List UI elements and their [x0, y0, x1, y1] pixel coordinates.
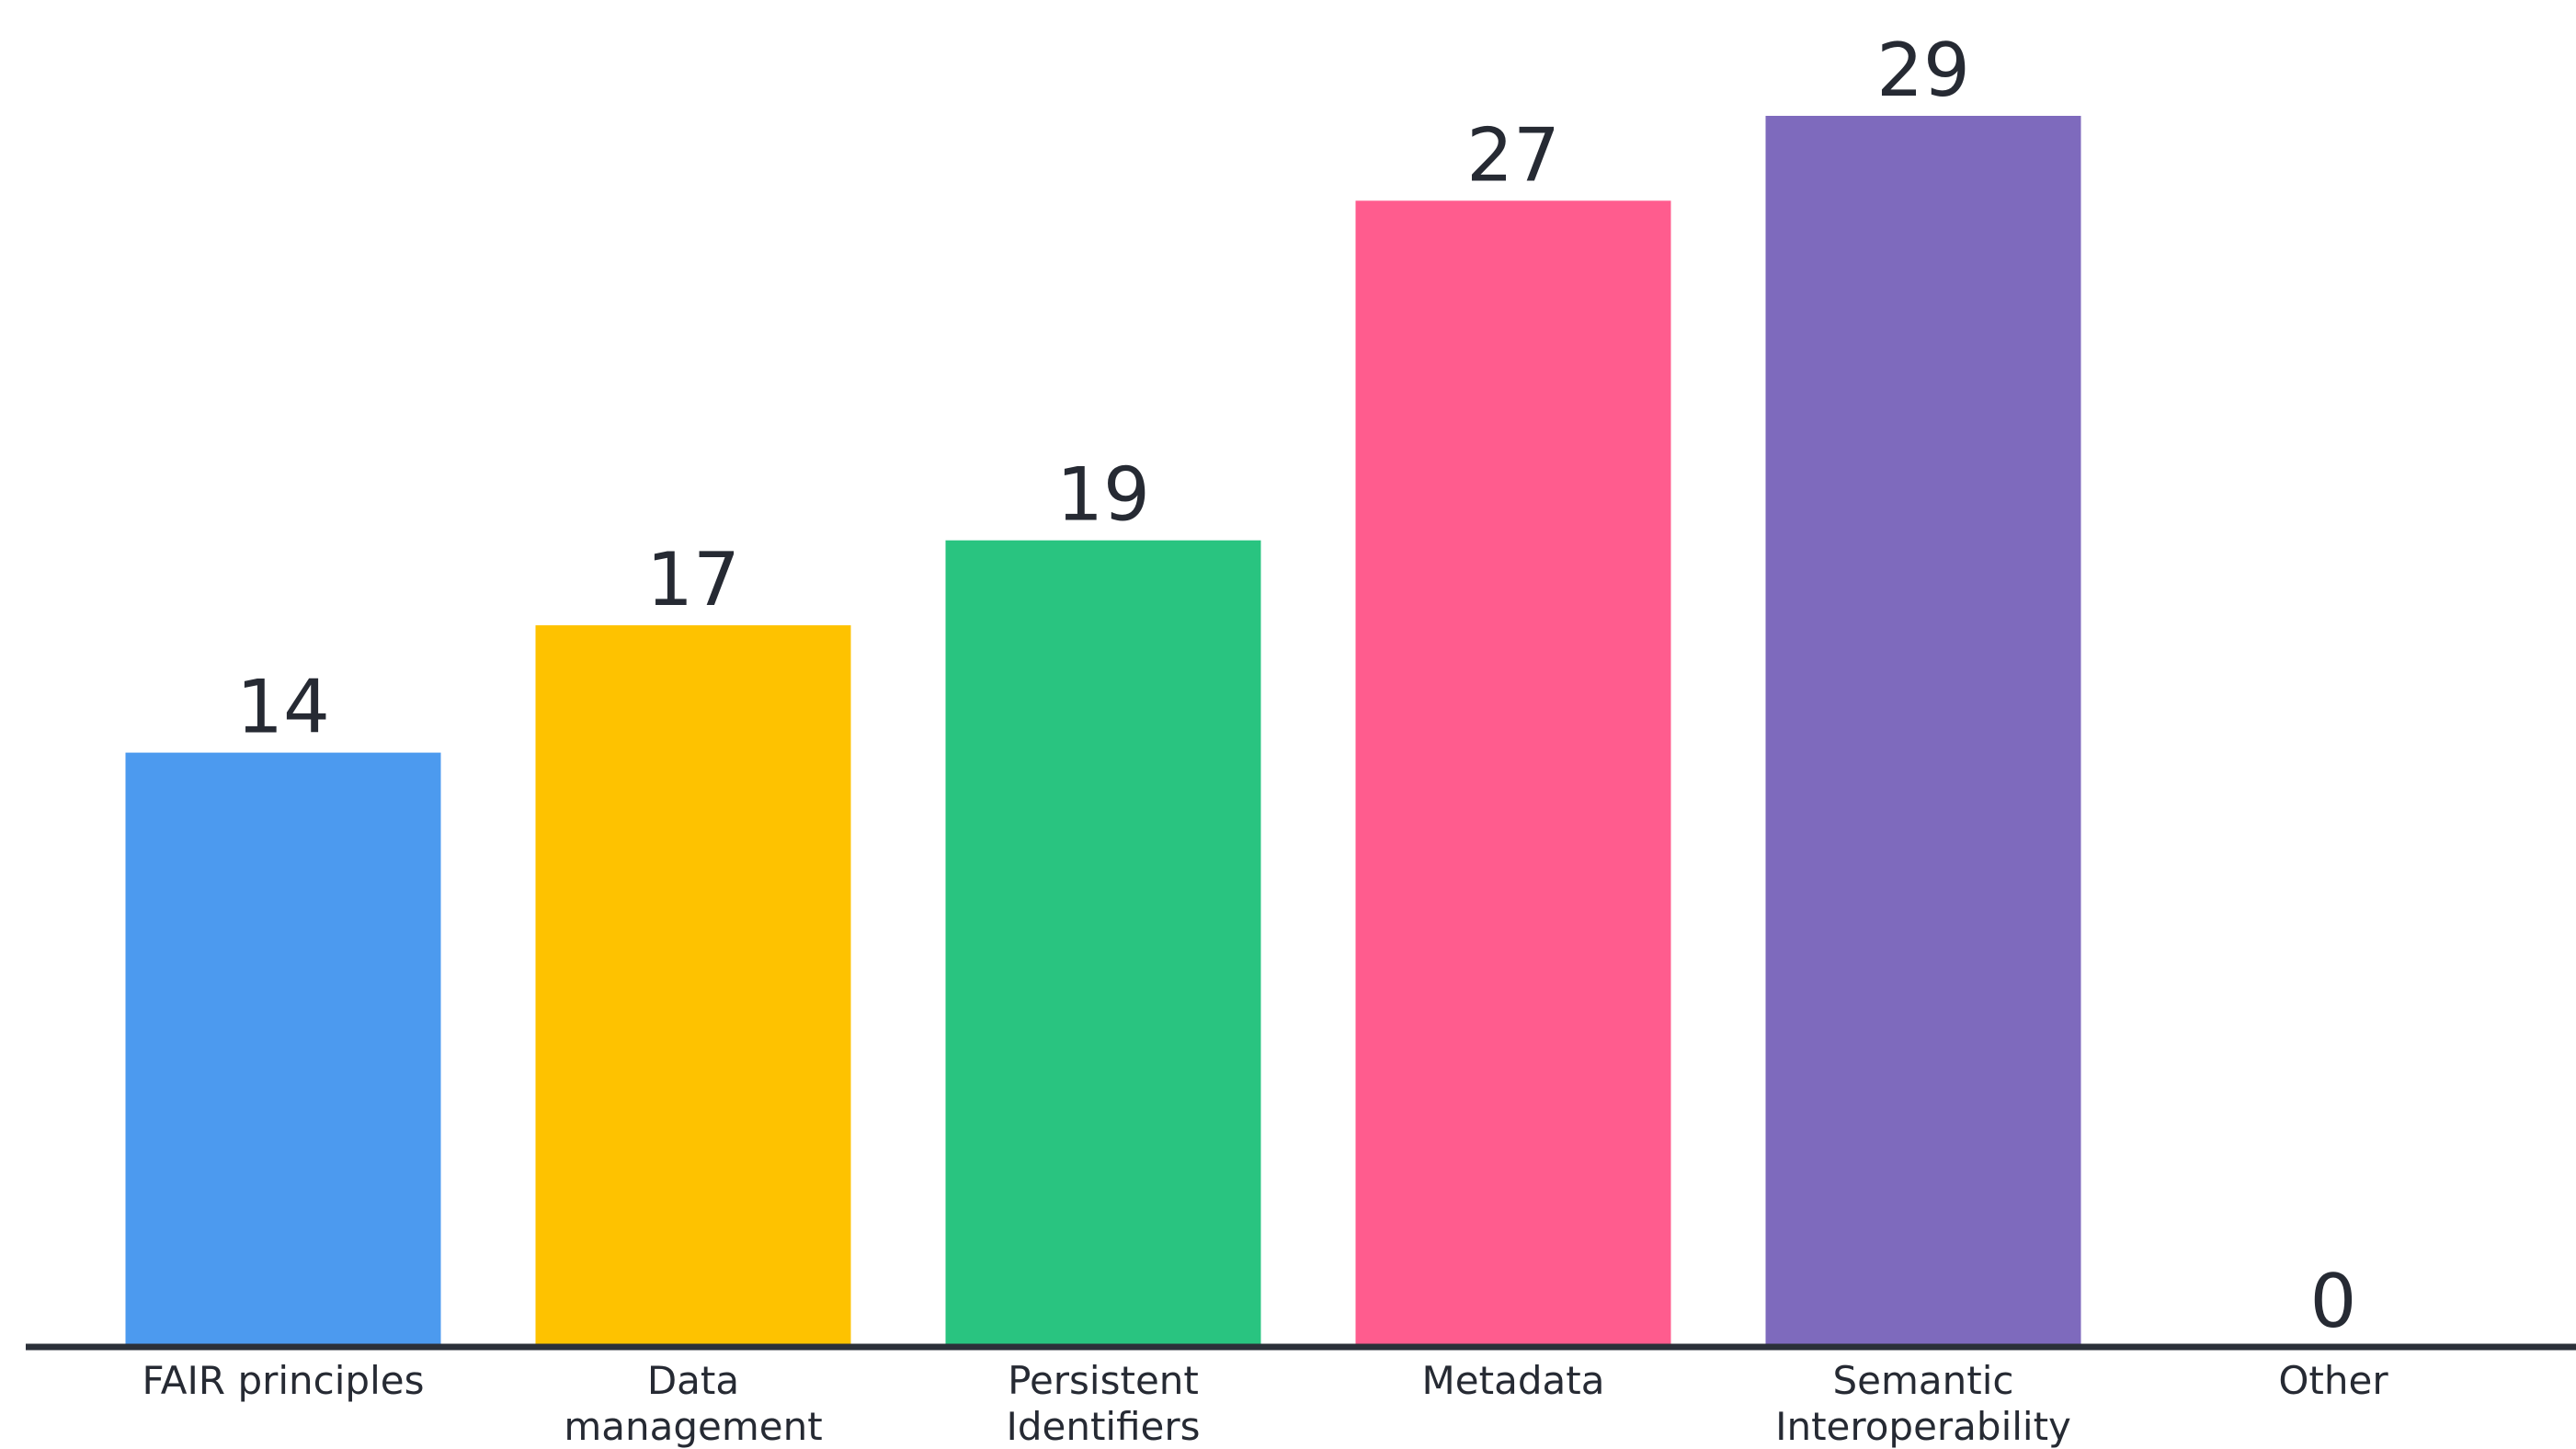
bar-2 [945, 540, 1261, 1347]
value-label-5: 0 [2310, 1259, 2357, 1344]
category-label-2-line-1: Identifiers [1006, 1404, 1200, 1449]
category-label-3: Metadata [1422, 1358, 1605, 1403]
category-label-1-line-1: management [564, 1404, 822, 1449]
category-label-4-line-0: Semantic [1833, 1358, 2014, 1403]
value-label-1: 17 [646, 537, 740, 622]
category-label-0: FAIR principles [142, 1358, 425, 1403]
category-label-1-line-0: Data [647, 1358, 739, 1403]
value-label-4: 29 [1876, 28, 1970, 113]
bar-0 [125, 752, 441, 1347]
category-label-4-line-1: Interoperability [1775, 1404, 2071, 1449]
category-label-5: Other [2278, 1358, 2388, 1403]
bar-1 [535, 625, 851, 1347]
bar-4 [1765, 116, 2081, 1347]
value-label-0: 14 [236, 665, 330, 750]
value-label-3: 27 [1466, 112, 1560, 198]
category-label-2-line-0: Persistent [1008, 1358, 1199, 1403]
bars-layer [125, 116, 2081, 1347]
value-label-2: 19 [1056, 452, 1150, 538]
bar-3 [1355, 200, 1671, 1347]
